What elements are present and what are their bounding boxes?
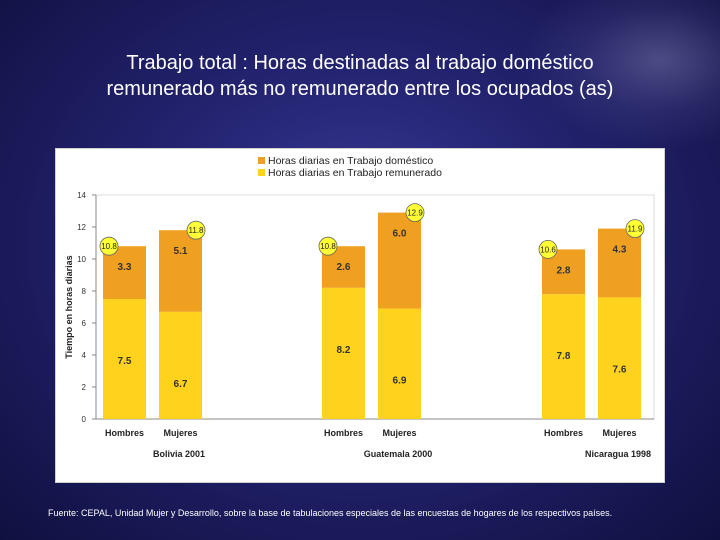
bar-paid-segment <box>542 294 585 419</box>
total-badge <box>186 220 206 240</box>
x-category-label: Mujeres <box>163 428 197 438</box>
domestic-value-label: 2.8 <box>557 265 571 276</box>
paid-value-label: 8.2 <box>337 345 351 356</box>
paid-value-label: 6.9 <box>393 376 407 387</box>
legend-label-domestic: Horas diarias en Trabajo doméstico <box>268 155 433 167</box>
total-badge <box>625 219 645 238</box>
legend-swatch-paid <box>258 169 265 176</box>
y-axis-title: Tiempo en horas diarias <box>64 255 74 358</box>
bar-paid-segment <box>322 287 365 419</box>
background-decoration <box>520 0 720 150</box>
x-group-label: Bolivia 2001 <box>153 449 205 459</box>
y-tick-label: 8 <box>82 287 87 296</box>
y-tick-label: 2 <box>82 383 87 392</box>
paid-value-label: 6.7 <box>174 379 188 390</box>
total-badge <box>538 240 558 259</box>
bar-domestic-segment <box>598 228 641 298</box>
x-category-label: Hombres <box>324 428 363 438</box>
y-tick-label: 4 <box>82 351 87 360</box>
total-badge <box>405 203 425 222</box>
domestic-value-label: 2.6 <box>337 262 351 273</box>
paid-value-label: 7.6 <box>613 364 627 375</box>
y-tick-label: 0 <box>82 415 87 424</box>
x-category-label: Hombres <box>544 428 583 438</box>
x-group-label: Guatemala 2000 <box>364 449 433 459</box>
bar-domestic-segment <box>378 212 421 309</box>
total-badge <box>318 236 338 256</box>
bar-paid-segment <box>598 297 641 419</box>
slide-title: Trabajo total : Horas destinadas al trab… <box>20 50 700 102</box>
y-tick-label: 14 <box>77 191 86 200</box>
domestic-value-label: 4.3 <box>613 245 627 256</box>
x-category-label: Mujeres <box>602 428 636 438</box>
bar-paid-segment <box>103 299 146 419</box>
total-value-label: 10.6 <box>540 245 556 254</box>
total-value-label: 11.9 <box>628 225 644 234</box>
total-value-label: 10.8 <box>320 242 336 251</box>
title-line-1: Trabajo total : Horas destinadas al trab… <box>126 52 594 74</box>
bar-domestic-segment <box>159 230 202 312</box>
total-value-label: 11.8 <box>189 226 205 235</box>
total-value-label: 12.9 <box>407 209 423 218</box>
total-value-label: 10.8 <box>101 242 117 251</box>
y-tick-label: 12 <box>77 223 86 232</box>
domestic-value-label: 3.3 <box>118 262 132 273</box>
paid-value-label: 7.8 <box>557 351 571 362</box>
legend-label-paid: Horas diarias en Trabajo remunerado <box>268 167 442 179</box>
y-tick-label: 10 <box>77 255 86 264</box>
title-line-2: remunerado más no remunerado entre los o… <box>106 78 614 100</box>
domestic-value-label: 5.1 <box>174 246 188 257</box>
domestic-value-label: 6.0 <box>393 229 407 240</box>
x-category-label: Hombres <box>105 428 144 438</box>
x-category-label: Mujeres <box>382 428 416 438</box>
legend-swatch-domestic <box>258 157 265 164</box>
bar-paid-segment <box>159 311 202 419</box>
paid-value-label: 7.5 <box>118 356 132 367</box>
stacked-bar-chart: 0 2 4 6 8 10 12 14 Tiempo en horas diarias Horas … <box>64 155 655 459</box>
bar-paid-segment <box>378 308 421 419</box>
x-group-label: Nicaragua 1998 <box>585 449 651 459</box>
chart-panel: 0 2 4 6 8 10 12 14 Tiempo en horas diarias Horas … <box>55 148 665 483</box>
total-badge <box>99 236 119 256</box>
source-note: Fuente: CEPAL, Unidad Mujer y Desarrollo… <box>48 508 613 518</box>
y-tick-label: 6 <box>82 319 87 328</box>
